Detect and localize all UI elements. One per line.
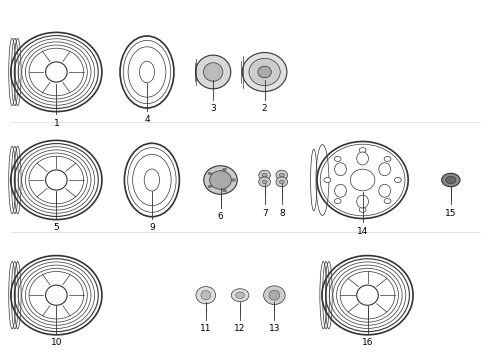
- Ellipse shape: [276, 177, 288, 187]
- Text: 2: 2: [262, 104, 268, 113]
- Circle shape: [334, 156, 341, 161]
- Ellipse shape: [210, 171, 231, 189]
- Text: 7: 7: [262, 209, 268, 218]
- Ellipse shape: [379, 184, 391, 197]
- Ellipse shape: [242, 53, 287, 91]
- Circle shape: [223, 168, 226, 171]
- Ellipse shape: [196, 55, 231, 89]
- Circle shape: [223, 189, 226, 192]
- Circle shape: [262, 173, 267, 177]
- Ellipse shape: [249, 58, 280, 86]
- Text: 14: 14: [357, 227, 368, 236]
- Ellipse shape: [119, 34, 175, 110]
- Ellipse shape: [379, 163, 391, 176]
- Text: 1: 1: [53, 119, 59, 128]
- Ellipse shape: [264, 286, 285, 305]
- Text: 5: 5: [53, 223, 59, 232]
- Circle shape: [208, 185, 212, 188]
- Ellipse shape: [123, 141, 181, 219]
- Circle shape: [208, 172, 212, 175]
- Ellipse shape: [259, 177, 270, 187]
- Circle shape: [394, 177, 401, 183]
- Ellipse shape: [269, 290, 280, 300]
- Ellipse shape: [196, 287, 216, 304]
- Circle shape: [384, 199, 391, 204]
- Circle shape: [279, 173, 284, 177]
- Ellipse shape: [259, 170, 270, 180]
- Circle shape: [359, 148, 366, 153]
- Text: 12: 12: [234, 324, 246, 333]
- Text: 6: 6: [218, 212, 223, 221]
- Circle shape: [236, 292, 245, 298]
- Circle shape: [384, 156, 391, 161]
- Ellipse shape: [201, 291, 211, 300]
- Ellipse shape: [258, 66, 271, 78]
- Circle shape: [262, 180, 267, 184]
- Text: 15: 15: [445, 209, 457, 218]
- Circle shape: [446, 176, 456, 184]
- Ellipse shape: [357, 195, 368, 208]
- Text: 10: 10: [50, 338, 62, 347]
- Ellipse shape: [276, 170, 288, 180]
- Circle shape: [359, 207, 366, 212]
- Ellipse shape: [335, 163, 346, 176]
- Text: 16: 16: [362, 338, 373, 347]
- Ellipse shape: [357, 152, 368, 165]
- Text: 9: 9: [149, 223, 155, 232]
- Circle shape: [334, 199, 341, 204]
- Ellipse shape: [203, 63, 223, 81]
- Ellipse shape: [204, 166, 237, 194]
- Text: 3: 3: [210, 104, 216, 113]
- Circle shape: [231, 289, 249, 302]
- Ellipse shape: [335, 184, 346, 197]
- Text: 8: 8: [279, 209, 285, 218]
- Circle shape: [441, 173, 460, 187]
- Circle shape: [279, 180, 284, 184]
- Circle shape: [232, 179, 235, 181]
- Text: 13: 13: [269, 324, 280, 333]
- Text: 4: 4: [144, 115, 150, 124]
- Text: 11: 11: [200, 324, 212, 333]
- Circle shape: [324, 177, 331, 183]
